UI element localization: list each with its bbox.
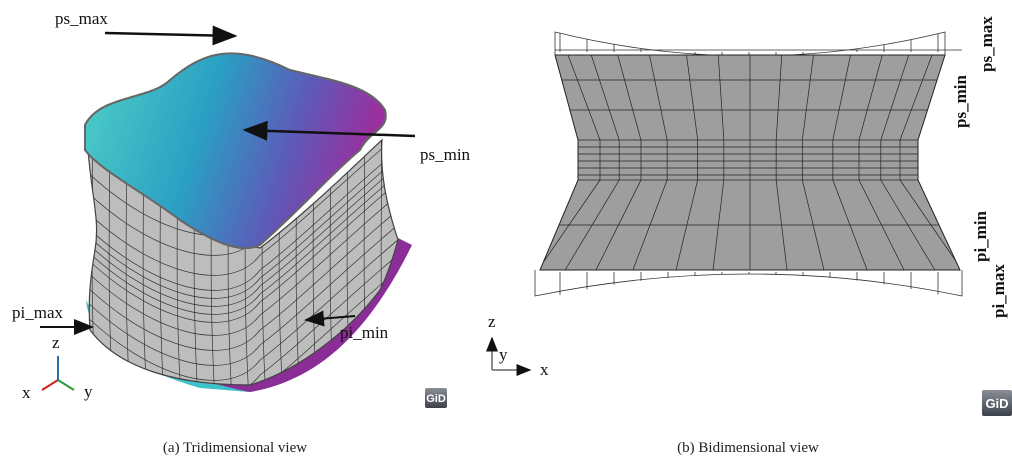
logo: GiD <box>985 396 1008 411</box>
label: pi_min <box>340 323 389 342</box>
axis-label: y <box>84 382 93 401</box>
label: pi_min <box>971 210 990 262</box>
panel-b: ps_max ps_min pi_min pi_max z y x GiD (b… <box>488 16 1012 456</box>
caption: (a) Tridimensional view <box>163 440 307 456</box>
axis-label: y <box>499 345 508 364</box>
label: ps_min <box>951 75 970 128</box>
figure: ps_max ps_min pi_max pi_min z x y GiD (a… <box>0 0 1012 464</box>
load-top <box>555 32 945 56</box>
label: pi_max <box>989 264 1008 318</box>
label: ps_max <box>55 9 108 28</box>
label: ps_min <box>420 145 471 164</box>
axis-x <box>42 380 58 390</box>
label: pi_max <box>12 303 63 322</box>
load-bot <box>535 270 962 296</box>
caption: (b) Bidimensional view <box>677 440 819 456</box>
logo: GiD <box>426 393 446 405</box>
axis-label: z <box>488 312 496 331</box>
axis-label: z <box>52 333 60 352</box>
axis-label: x <box>22 383 31 402</box>
axis-label: x <box>540 360 549 379</box>
arrow <box>105 33 235 36</box>
axis-y <box>58 380 74 390</box>
label: ps_max <box>977 16 996 72</box>
panel-a: ps_max ps_min pi_max pi_min z x y GiD (a… <box>12 9 471 456</box>
